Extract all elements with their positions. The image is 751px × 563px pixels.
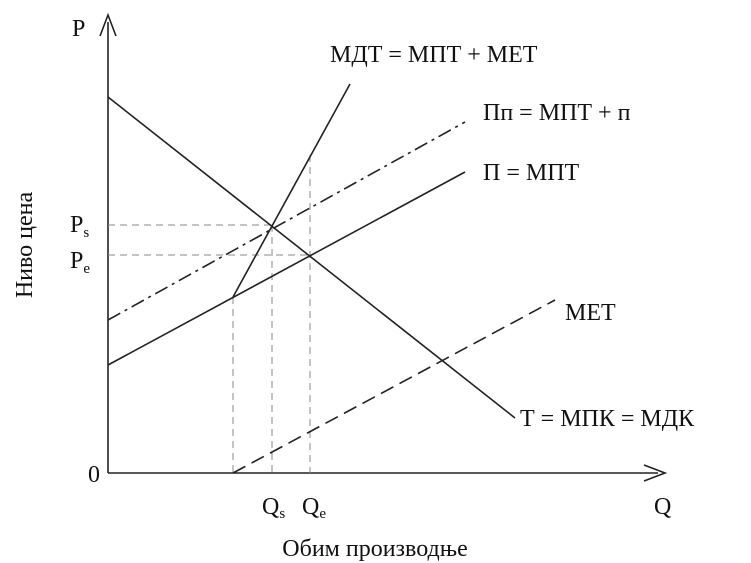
price-mark: Pe	[70, 248, 90, 277]
curve-label: МЕТ	[565, 300, 616, 326]
quantity-mark: Qe	[302, 494, 326, 522]
curve-label: МДТ = МПТ + МЕТ	[330, 42, 538, 68]
pp-line	[107, 121, 466, 321]
subscript: s	[83, 225, 89, 241]
demand-line	[107, 96, 516, 419]
mdt-line	[232, 83, 351, 298]
curve-label: Т = МПК = МДК	[520, 406, 695, 432]
curve-label: П = МПТ	[483, 160, 580, 186]
origin: 0	[88, 462, 100, 488]
price-mark: Ps	[70, 212, 89, 241]
symbol: P	[70, 248, 83, 274]
y-arrow	[99, 12, 117, 37]
y-symbol: P	[72, 16, 85, 42]
p-line	[107, 171, 466, 366]
symbol: P	[70, 212, 83, 238]
subscript: e	[83, 261, 90, 277]
x-arrow	[643, 464, 668, 482]
met-line	[232, 299, 556, 474]
subscript: s	[279, 506, 285, 522]
x-title: Обим производње	[282, 536, 467, 562]
symbol: Q	[262, 494, 279, 520]
subscript: e	[319, 506, 326, 522]
quantity-mark: Qs	[262, 494, 285, 522]
y-title: Ниво цена	[12, 191, 38, 298]
symbol: Q	[302, 494, 319, 520]
curve-label: Пп = МПТ + п	[483, 100, 631, 126]
x-symbol: Q	[654, 494, 671, 520]
